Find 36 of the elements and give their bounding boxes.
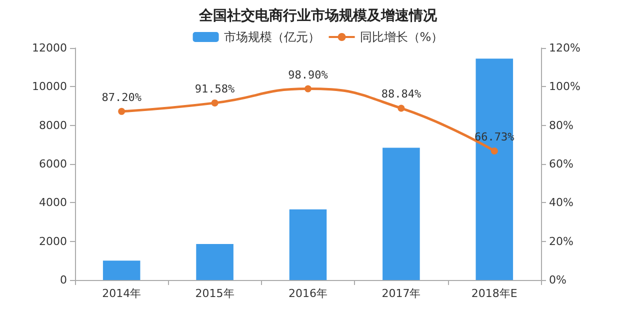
y-tick-label: 10000 xyxy=(32,80,67,94)
x-tick-label: 2015年 xyxy=(195,287,234,300)
y2-tick-label: 20% xyxy=(549,234,574,248)
point xyxy=(490,147,498,154)
legend-label: 市场规模（亿元） xyxy=(224,30,320,44)
data-label: 87.20% xyxy=(102,90,142,104)
data-label: 91.58% xyxy=(194,82,236,96)
bar xyxy=(196,244,234,280)
legend-label: 同比增长（%） xyxy=(360,30,444,44)
y2-tick-label: 80% xyxy=(549,118,574,132)
bar xyxy=(382,148,420,280)
point xyxy=(398,104,405,112)
bar xyxy=(102,260,140,280)
x-tick-label: 2017年 xyxy=(382,287,421,300)
bar xyxy=(289,209,327,280)
x-tick-label: 2014年 xyxy=(102,287,142,300)
point xyxy=(118,108,126,115)
point xyxy=(211,99,218,106)
y2-tick-label: 0% xyxy=(549,274,566,286)
y2-tick-label: 120% xyxy=(549,42,580,54)
y-tick-label: 2000 xyxy=(39,234,67,248)
y-tick-label: 4000 xyxy=(39,196,67,210)
bar xyxy=(476,58,514,280)
y2-tick-label: 40% xyxy=(549,196,574,210)
y-tick-label: 6000 xyxy=(39,158,67,170)
y2-tick-label: 60% xyxy=(549,158,574,170)
y-tick-label: 12000 xyxy=(32,42,67,54)
point xyxy=(304,85,312,92)
y2-tick-label: 100% xyxy=(549,80,580,94)
y-tick-label: 0 xyxy=(60,274,67,286)
x-tick-label: 2016年 xyxy=(288,287,328,300)
data-label: 98.90% xyxy=(288,68,328,82)
chart-title: 全国社交电商行业市场规模及增速情况 xyxy=(198,7,438,24)
x-tick-label: 2018年E xyxy=(471,287,518,300)
data-label: 88.84% xyxy=(381,88,422,101)
y-tick-label: 8000 xyxy=(39,118,67,132)
